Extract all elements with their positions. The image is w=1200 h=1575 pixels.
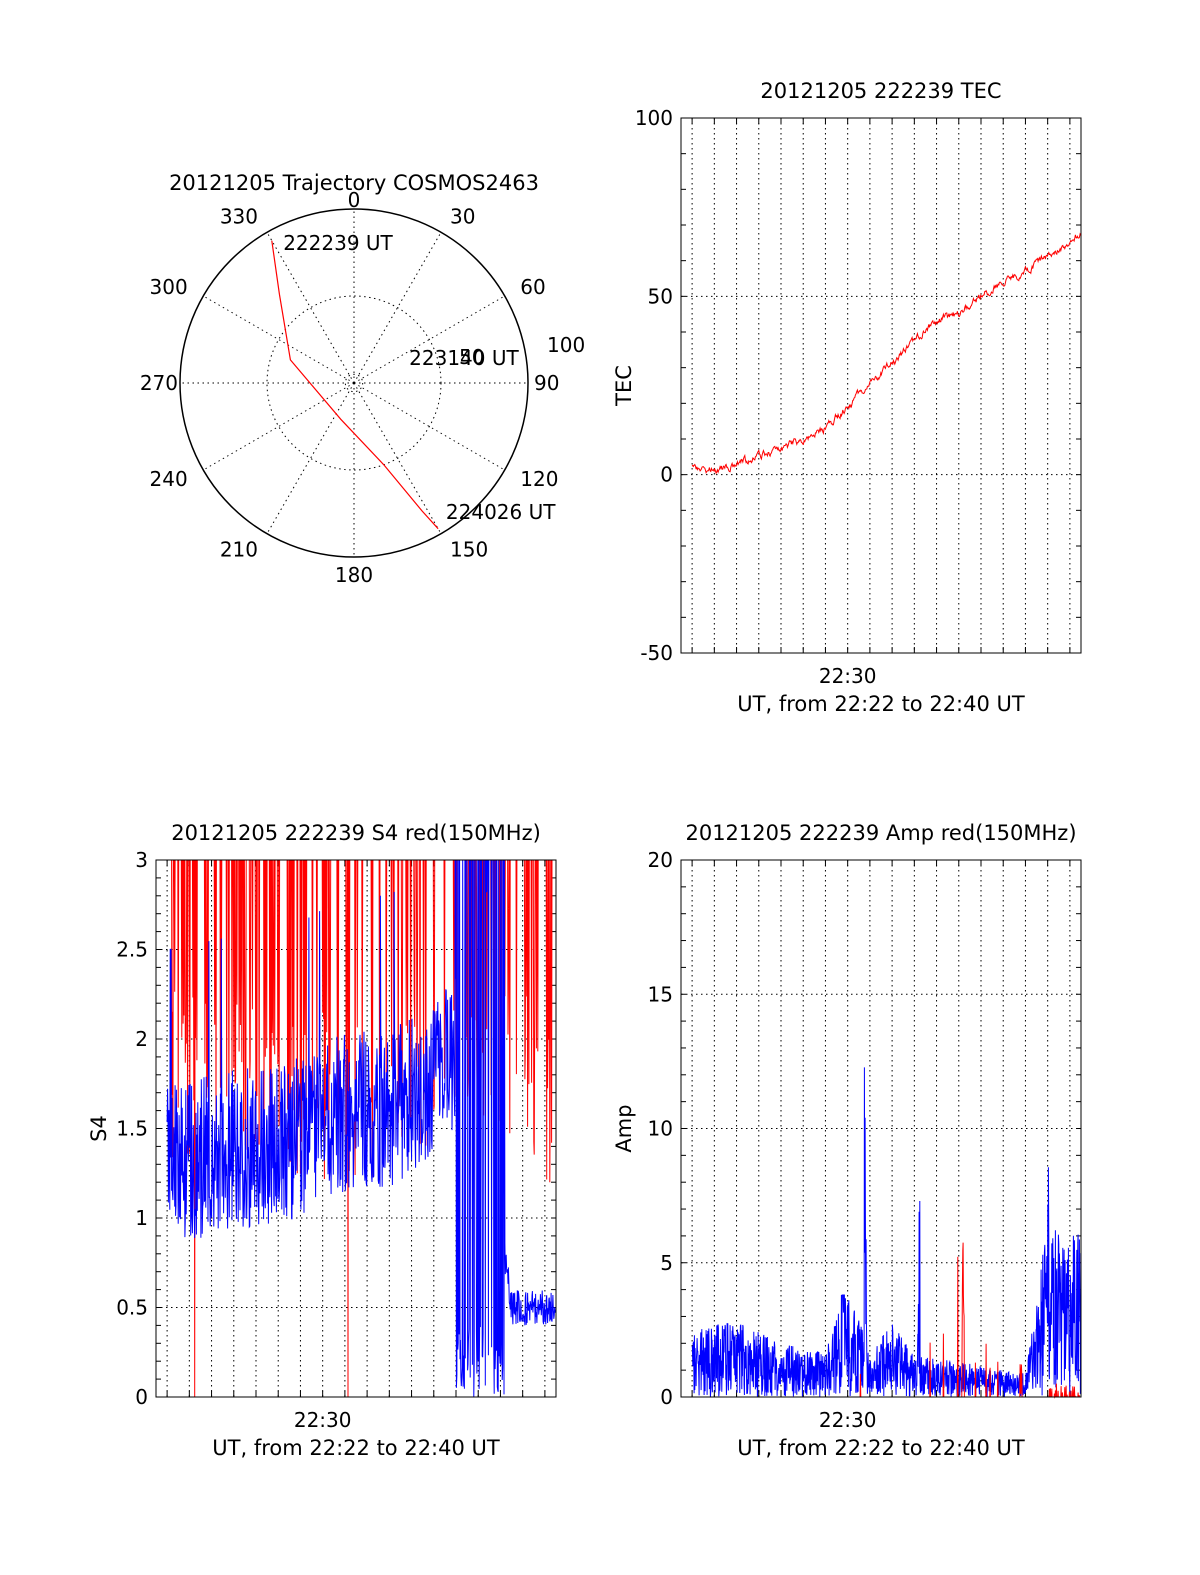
plot-area bbox=[691, 1067, 1082, 1399]
y-tick-label: 10 bbox=[648, 1117, 673, 1141]
chart-title: 20121205 222239 TEC bbox=[760, 79, 1001, 103]
trajectory-time-label: 222239 UT bbox=[283, 231, 393, 255]
polar-angle-label: 0 bbox=[348, 188, 361, 212]
y-tick-label: 15 bbox=[648, 982, 673, 1006]
y-tick-label: 1 bbox=[135, 1206, 148, 1230]
y-tick-label: 2 bbox=[135, 1027, 148, 1051]
polar-angle-label: 330 bbox=[220, 205, 258, 229]
polar-spoke bbox=[203, 382, 355, 471]
y-tick-label: 0 bbox=[660, 463, 673, 487]
polar-spoke bbox=[353, 232, 442, 384]
polar-angle-label: 210 bbox=[220, 537, 258, 561]
polar-spoke bbox=[266, 382, 355, 534]
y-axis-label: S4 bbox=[87, 1115, 111, 1142]
tec-panel: -50 0 50 100 22:30 UT, from 22:22 to 22:40 UT… bbox=[612, 79, 1082, 716]
y-tick-label: 5 bbox=[660, 1251, 673, 1275]
polar-angle-label: 300 bbox=[150, 275, 188, 299]
series-primary-line bbox=[691, 232, 1082, 475]
chart-title: 20121205 Trajectory COSMOS2463 bbox=[169, 171, 539, 195]
y-tick-label: 20 bbox=[648, 848, 673, 872]
polar-angle-label: 90 bbox=[534, 371, 559, 395]
plot-frame bbox=[155, 859, 557, 1398]
polar-ring-label: 50 bbox=[459, 345, 484, 369]
trajectory-time-label: 224026 UT bbox=[446, 500, 556, 524]
y-axis-label: Amp bbox=[612, 1104, 636, 1152]
polar-outer-circle bbox=[179, 208, 529, 558]
x-axis-label: UT, from 22:22 to 22:40 UT bbox=[212, 1436, 500, 1460]
chart-title: 20121205 222239 S4 red(150MHz) bbox=[171, 821, 541, 845]
polar-angle-label: 60 bbox=[520, 275, 545, 299]
polar-spoke bbox=[266, 232, 355, 384]
y-tick-label: 100 bbox=[635, 106, 673, 130]
series-primary-line bbox=[691, 1067, 1082, 1397]
y-tick-label: 2.5 bbox=[116, 938, 148, 962]
plot-area bbox=[166, 859, 557, 1398]
polar-angle-label: 180 bbox=[335, 563, 373, 587]
y-tick-label: 1.5 bbox=[116, 1117, 148, 1141]
polar-angle-label: 150 bbox=[450, 537, 488, 561]
series-secondary-line bbox=[166, 859, 557, 1397]
y-tick-label: -50 bbox=[640, 641, 673, 665]
y-axis-label: TEC bbox=[612, 365, 636, 407]
polar-spoke bbox=[203, 295, 355, 384]
polar-spoke bbox=[353, 382, 505, 471]
polar-ring bbox=[266, 295, 442, 471]
x-tick-label: 22:30 bbox=[819, 664, 877, 688]
trajectory-panel: 0 30 60 90 120 150 180 210 240 270 300 330 50 100 2222… bbox=[140, 171, 585, 587]
amp-panel: 0 5 10 15 20 22:30 UT, from 22:22 to 22:40 UT A… bbox=[612, 821, 1082, 1460]
x-tick-label: 22:30 bbox=[294, 1408, 352, 1432]
trajectory-time-label: 223140 UT bbox=[409, 346, 519, 370]
polar-spoke bbox=[353, 295, 505, 384]
plot-frame bbox=[680, 859, 1082, 1398]
plot-frame bbox=[680, 117, 1082, 654]
y-tick-label: 50 bbox=[648, 284, 673, 308]
y-tick-label: 3 bbox=[135, 848, 148, 872]
polar-ring-label: 100 bbox=[547, 333, 585, 357]
s4-panel: 0 0.5 1 1.5 2 2.5 3 22:30 UT, from 22:22 to 22:4… bbox=[87, 821, 557, 1460]
polar-angle-label: 270 bbox=[140, 371, 178, 395]
y-tick-label: 0 bbox=[135, 1385, 148, 1409]
chart-title: 20121205 222239 Amp red(150MHz) bbox=[685, 821, 1076, 845]
trajectory-line bbox=[271, 240, 439, 530]
polar-spoke bbox=[353, 382, 442, 534]
polar-angle-label: 120 bbox=[520, 467, 558, 491]
y-tick-label: 0.5 bbox=[116, 1296, 148, 1320]
x-axis-label: UT, from 22:22 to 22:40 UT bbox=[737, 692, 1025, 716]
plot-area bbox=[691, 232, 1082, 475]
x-axis-label: UT, from 22:22 to 22:40 UT bbox=[737, 1436, 1025, 1460]
polar-angle-label: 240 bbox=[150, 467, 188, 491]
y-tick-label: 0 bbox=[660, 1385, 673, 1409]
polar-angle-label: 30 bbox=[450, 205, 475, 229]
polar-ring bbox=[344, 373, 364, 393]
x-tick-label: 22:30 bbox=[819, 1408, 877, 1432]
